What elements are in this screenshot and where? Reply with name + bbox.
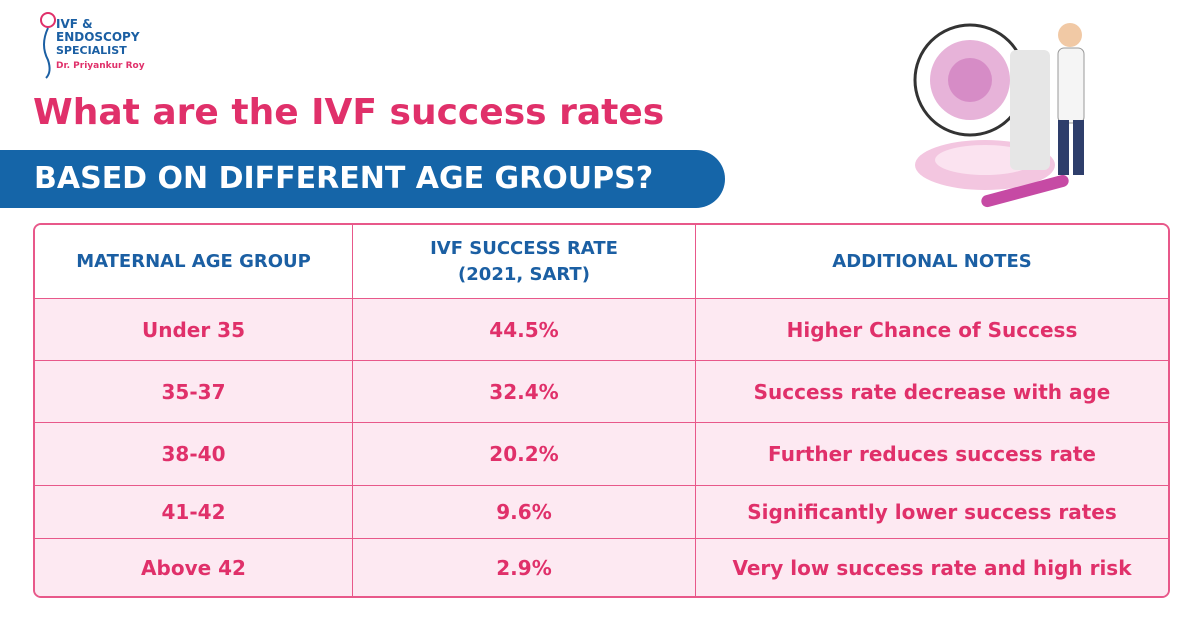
table-cell: 38-40 <box>35 423 353 486</box>
logo: IVF & ENDOSCOPY SPECIALIST Dr. Priyankur… <box>38 10 148 85</box>
column-header: ADDITIONAL NOTES <box>696 225 1168 299</box>
column-header-line: ADDITIONAL NOTES <box>832 250 1032 272</box>
table-cell: Success rate decrease with age <box>696 361 1168 423</box>
header-row: MATERNAL AGE GROUP IVF SUCCESS RATE (2021,… <box>35 225 1168 299</box>
column-header-line: (2021, SART) <box>458 263 590 285</box>
table-cell: Higher Chance of Success <box>696 299 1168 361</box>
logo-doctor: Dr. Priyankur Roy <box>56 61 145 71</box>
logo-line: SPECIALIST <box>56 44 127 57</box>
column-header-line: IVF SUCCESS RATE <box>430 237 618 259</box>
table-row: 41-42 9.6% Significantly lower success rat… <box>35 486 1168 539</box>
logo-line: ENDOSCOPY <box>56 30 140 44</box>
table-cell: Above 42 <box>35 539 353 596</box>
title: What are the IVF success rates <box>33 92 665 133</box>
table-cell: Significantly lower success rates <box>696 486 1168 539</box>
column-header: MATERNAL AGE GROUP <box>35 225 353 299</box>
table: MATERNAL AGE GROUP IVF SUCCESS RATE (2021,… <box>33 223 1170 598</box>
table-cell: 20.2% <box>353 423 696 486</box>
table-row: Under 35 44.5% Higher Chance of Success <box>35 299 1168 361</box>
table-cell: 9.6% <box>353 486 696 539</box>
column-header-line: MATERNAL AGE GROUP <box>76 250 311 272</box>
table-row: 35-37 32.4% Success rate decrease with age <box>35 361 1168 423</box>
table-cell: Very low success rate and high risk <box>696 539 1168 596</box>
table-row: 38-40 20.2% Further reduces success rate <box>35 423 1168 486</box>
table-cell: 32.4% <box>353 361 696 423</box>
banner: BASED ON DIFFERENT AGE GROUPS? <box>0 150 725 208</box>
table-row: Above 42 2.9% Very low success rate and hi… <box>35 539 1168 596</box>
illustration <box>913 23 1085 208</box>
table-body: Under 35 44.5% Higher Chance of Success 35-… <box>35 299 1168 596</box>
column-header: IVF SUCCESS RATE (2021, SART) <box>353 225 696 299</box>
table-cell: 35-37 <box>35 361 353 423</box>
logo-icon <box>40 12 56 79</box>
table-cell: 44.5% <box>353 299 696 361</box>
logo-line: IVF & <box>56 17 93 31</box>
table-cell: 41-42 <box>35 486 353 539</box>
table-cell: Further reduces success rate <box>696 423 1168 486</box>
table-cell: 2.9% <box>353 539 696 596</box>
table-cell: Under 35 <box>35 299 353 361</box>
